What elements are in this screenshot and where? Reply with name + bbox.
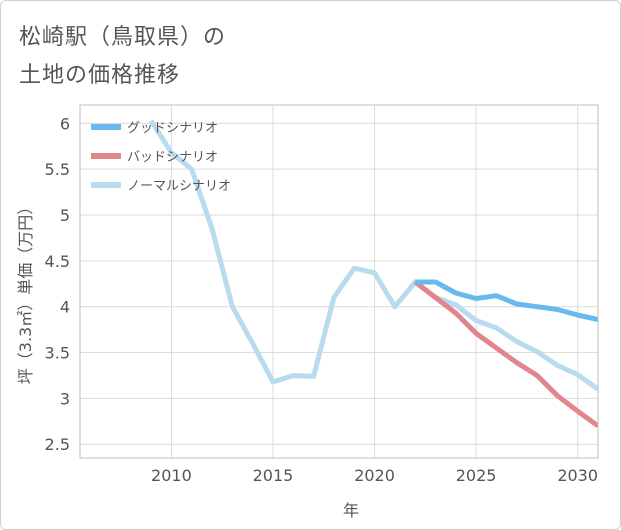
- series-lines: [148, 119, 598, 428]
- y-tick-label: 4.5: [45, 252, 70, 271]
- x-tick-label: 2030: [557, 466, 598, 485]
- chart-title-line-2: 土地の価格推移: [19, 63, 181, 88]
- plot-frame: [79, 104, 599, 459]
- y-tick-label: 4: [60, 298, 70, 317]
- x-axis-label: 年: [343, 501, 359, 520]
- x-tick-label: 2025: [456, 466, 497, 485]
- y-tick-label: 2.5: [45, 435, 70, 454]
- legend-label-1: バッドシナリオ: [127, 150, 218, 165]
- series-line-0: [415, 279, 598, 323]
- y-tick-label: 6: [60, 114, 70, 133]
- legend-label-2: ノーマルシナリオ: [127, 179, 231, 194]
- series-line-1: [413, 280, 598, 428]
- series-line-2: [148, 119, 598, 392]
- chart-title-line-1: 松崎駅（鳥取県）の: [19, 25, 227, 50]
- y-tick-label: 5: [60, 206, 70, 225]
- y-tick-label: 3: [60, 389, 70, 408]
- y-tick-label: 3.5: [45, 344, 70, 363]
- legend-label-0: グッドシナリオ: [127, 121, 218, 136]
- x-tick-label: 2020: [354, 466, 395, 485]
- axes: 2010 2015 2020 2025 2030 2.5 3 3.5 4 4.5 5 5.5 6 年 坪（3…: [16, 104, 599, 520]
- x-tick-label: 2010: [151, 466, 192, 485]
- y-axis-label: 坪（3.3㎡）単価（万円）: [16, 199, 35, 384]
- plot-area: [80, 105, 598, 458]
- grid-lines: [80, 105, 598, 458]
- x-tick-label: 2015: [253, 466, 294, 485]
- y-tick-label: 5.5: [45, 160, 70, 179]
